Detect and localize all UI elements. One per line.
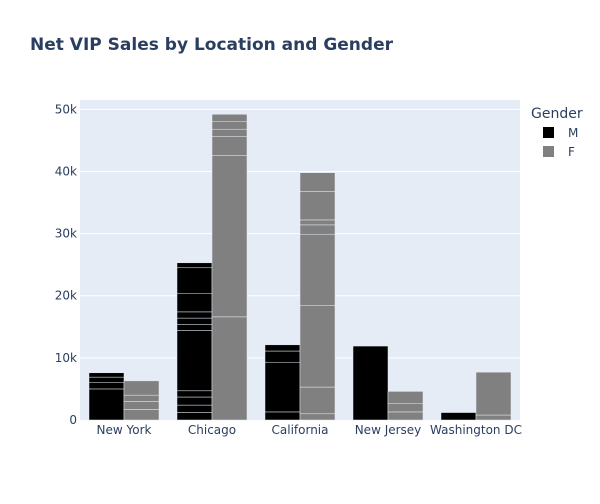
bar-segment-f [211, 128, 248, 137]
x-tick-label: New Jersey [355, 423, 422, 437]
y-tick-label: 40k [55, 164, 77, 178]
legend-title: Gender [531, 106, 583, 122]
bar-segment-f [299, 191, 336, 221]
legend-label-m: M [568, 126, 578, 140]
y-tick-label: 20k [55, 289, 77, 303]
x-tick-label: California [272, 423, 329, 437]
x-tick-label: Chicago [188, 423, 236, 437]
legend-item-m[interactable]: M [543, 126, 578, 140]
x-tick-label: Washington DC [430, 423, 522, 437]
y-tick-label: 0 [69, 413, 77, 427]
bar-segment-m [264, 350, 301, 363]
bar-segment-f [211, 155, 248, 318]
legend-swatch-f [543, 146, 554, 157]
bar-segment-m [176, 412, 213, 421]
bar-segment-f [387, 391, 424, 404]
bar-segment-m [176, 317, 213, 325]
bar-segment-m [264, 361, 301, 413]
bar-segment-f [299, 233, 336, 306]
bar-segment-f [123, 401, 160, 410]
bar-segment-m [88, 388, 125, 421]
bar-segment-f [387, 402, 424, 413]
legend-item-f[interactable]: F [543, 145, 575, 159]
bar-segment-f [211, 114, 248, 122]
bar-segment-f [387, 411, 424, 421]
bar-segment-f [123, 409, 160, 421]
bar-segment-m [176, 311, 213, 319]
bar-segment-f [299, 172, 336, 192]
bar-segment-f [475, 371, 512, 416]
legend-label-f: F [568, 145, 575, 159]
y-tick-label: 50k [55, 102, 77, 116]
legend-swatch-m [543, 127, 554, 138]
bar-segment-f [299, 305, 336, 388]
bar-segment-f [211, 316, 248, 421]
legend[interactable]: Gender M F [531, 106, 583, 159]
bar-segment-m [440, 412, 477, 421]
bar-segment-f [299, 413, 336, 421]
bar-segment-m [88, 372, 125, 378]
bar-segment-f [123, 380, 160, 396]
bar-segment-m [88, 376, 125, 383]
bar-segment-f [299, 386, 336, 415]
bar-segment-f [123, 394, 160, 402]
bar-segment-f [211, 136, 248, 156]
x-tick-label: New York [97, 423, 152, 437]
chart-title: Net VIP Sales by Location and Gender [30, 35, 394, 55]
bar-segment-f [475, 414, 512, 421]
bar-segment-f [211, 121, 248, 130]
bar-segment-m [176, 330, 213, 392]
bar-segment-f [299, 219, 336, 226]
bar-segment-m [176, 262, 213, 269]
bar-segment-m [176, 292, 213, 313]
bars-layer [88, 114, 512, 421]
bar-segment-m [88, 382, 125, 390]
y-tick-label: 10k [55, 351, 77, 365]
bar-segment-m [176, 396, 213, 406]
bar-segment-f [299, 224, 336, 235]
bar-segment-m [176, 324, 213, 331]
axis-layer: 0 10k 20k 30k 40k 50k New York Chicago Californi… [55, 102, 522, 437]
bar-segment-m [264, 411, 301, 421]
bar-segment-m [176, 390, 213, 398]
bar-segment-m [352, 345, 389, 421]
y-tick-label: 30k [55, 227, 77, 241]
bar-segment-m [176, 267, 213, 294]
bar-segment-m [264, 344, 301, 352]
bar-segment-m [176, 404, 213, 413]
